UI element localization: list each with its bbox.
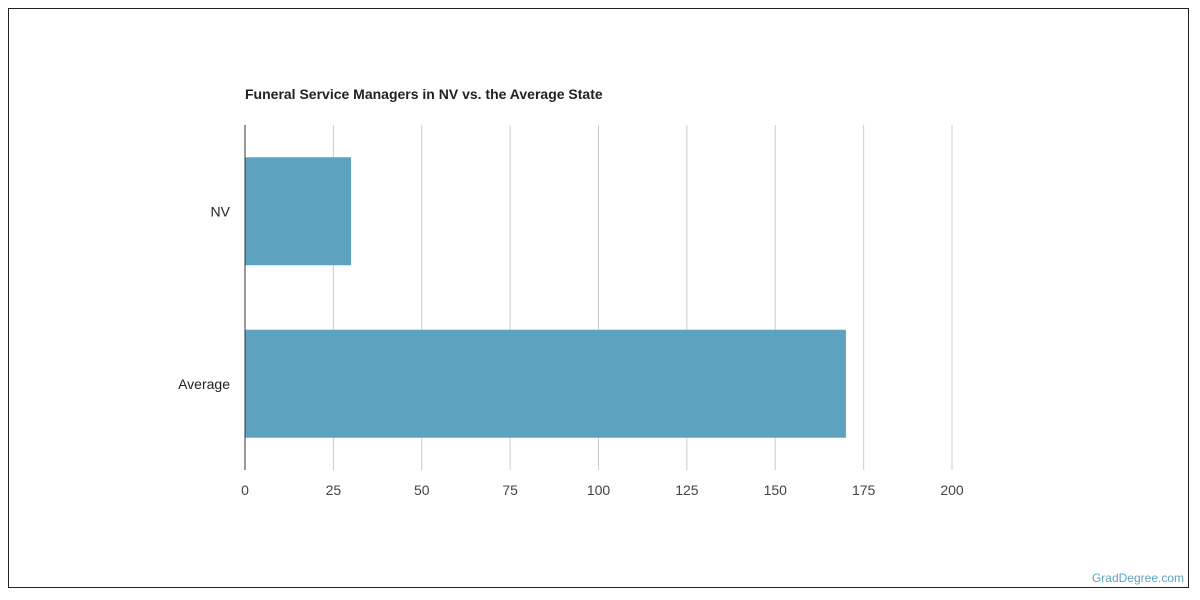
x-tick-label: 125 [675,482,699,498]
chart-title: Funeral Service Managers in NV vs. the A… [245,86,603,102]
category-labels: NV Average [178,203,231,392]
x-tick-label: 100 [587,482,611,498]
x-tick-labels: 0 25 50 75 100 125 150 175 200 [241,482,964,498]
bar-nv[interactable] [245,157,352,266]
bars [245,157,846,438]
x-tick-label: 150 [764,482,788,498]
category-label-average: Average [178,376,230,392]
watermark[interactable]: GradDegree.com [1091,571,1184,585]
x-tick-label: 175 [852,482,876,498]
category-label-nv: NV [211,203,231,219]
x-tick-label: 50 [414,482,430,498]
bar-average[interactable] [245,329,846,438]
x-tick-label: 75 [502,482,518,498]
x-tick-label: 0 [241,482,249,498]
x-tick-label: 200 [940,482,964,498]
chart-frame [8,8,1189,588]
x-tick-label: 25 [326,482,342,498]
